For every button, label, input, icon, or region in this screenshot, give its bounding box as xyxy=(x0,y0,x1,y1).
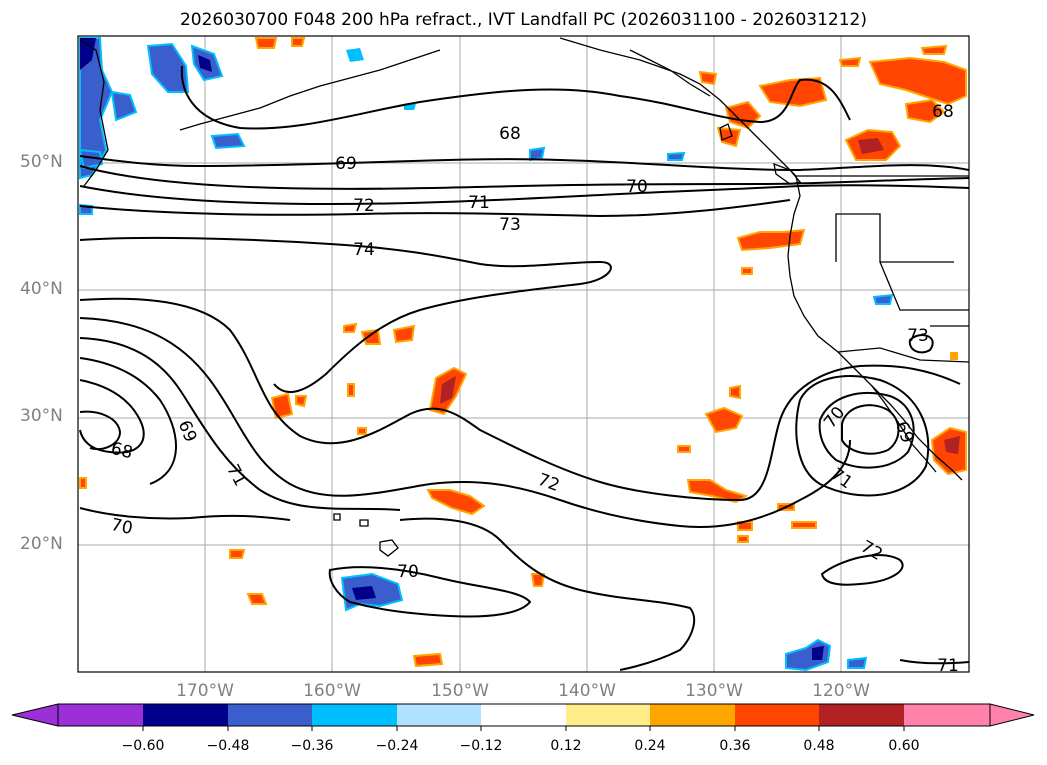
colorbar-tick-label: 0.12 xyxy=(550,738,582,754)
colorbar-tick-label: 0.48 xyxy=(803,738,835,754)
lat-label: 30°N xyxy=(20,406,63,426)
contour-label: 70 xyxy=(397,562,419,582)
lon-label: 140°W xyxy=(558,681,616,701)
lon-label: 130°W xyxy=(685,681,743,701)
contour-label: 72 xyxy=(353,196,375,216)
colorbar-tick-label: −0.36 xyxy=(290,738,334,754)
contour-label: 73 xyxy=(907,326,929,346)
colorbar-tick-label: −0.12 xyxy=(459,738,503,754)
lat-label: 20°N xyxy=(20,534,63,554)
lat-label: 50°N xyxy=(20,152,63,172)
colorbar xyxy=(11,703,1035,731)
negative-anomaly-patches xyxy=(78,37,894,672)
colorbar-tick-label: 0.24 xyxy=(634,738,666,754)
lon-label: 150°W xyxy=(431,681,489,701)
colorbar-tick-label: −0.60 xyxy=(121,738,165,754)
contour-label: 71 xyxy=(937,656,959,676)
contour-label: 71 xyxy=(468,193,490,213)
colorbar-tick-label: −0.48 xyxy=(206,738,250,754)
contour-label: 69 xyxy=(335,154,357,174)
lon-label: 120°W xyxy=(812,681,870,701)
contour-label: 70 xyxy=(626,177,648,197)
contour-label: 68 xyxy=(932,102,954,122)
map-frame xyxy=(77,35,970,673)
contour-label: 68 xyxy=(499,124,521,144)
lon-label: 170°W xyxy=(176,681,234,701)
map-title: 2026030700 F048 200 hPa refract., IVT La… xyxy=(179,10,867,30)
contour-lines xyxy=(79,65,969,671)
contour-label: 70 xyxy=(109,515,134,539)
colorbar-tick-label: 0.36 xyxy=(719,738,751,754)
lat-label: 40°N xyxy=(20,279,63,299)
contour-label: 74 xyxy=(353,240,375,260)
contour-label: 73 xyxy=(499,215,521,235)
map-background xyxy=(78,36,969,672)
colorbar-tick-label: 0.60 xyxy=(888,738,920,754)
lon-label: 160°W xyxy=(303,681,361,701)
colorbar-tick-label: −0.24 xyxy=(375,738,419,754)
